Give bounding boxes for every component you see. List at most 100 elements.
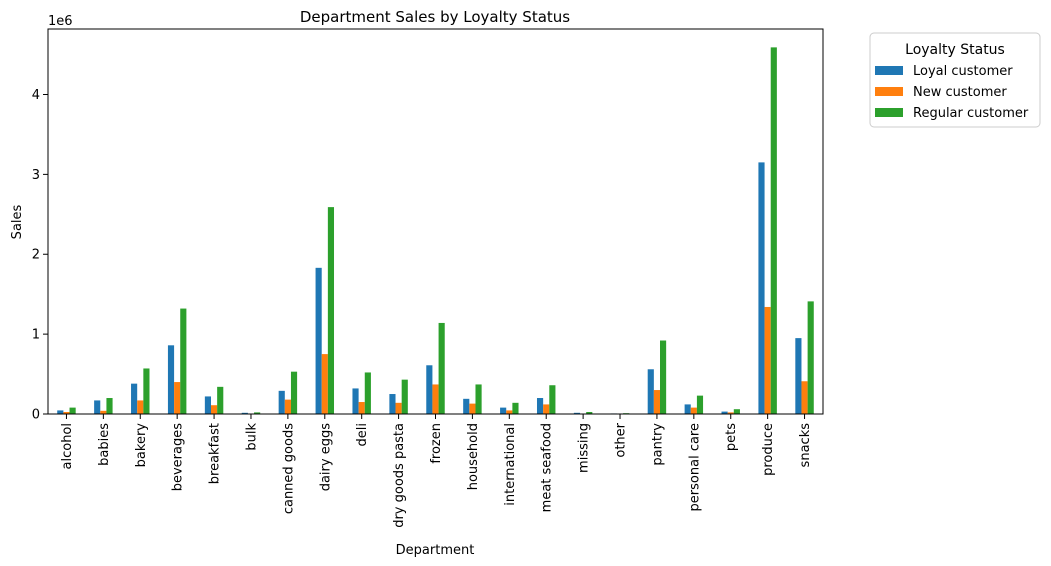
- x-tick-label: missing: [577, 423, 592, 473]
- y-tick-label: 3: [32, 168, 40, 183]
- bar: [106, 398, 113, 414]
- bar: [241, 412, 248, 414]
- bar: [764, 306, 771, 414]
- bar: [500, 407, 507, 414]
- bar: [653, 390, 660, 414]
- x-tick-label: frozen: [429, 423, 444, 464]
- x-tick-label: breakfast: [208, 423, 223, 484]
- y-tick-label: 0: [32, 408, 40, 423]
- bar: [327, 207, 335, 414]
- bar: [167, 345, 175, 414]
- x-tick-label: pets: [724, 423, 739, 451]
- bar: [647, 369, 654, 414]
- bar: [733, 409, 740, 414]
- bar: [512, 402, 519, 414]
- legend-label: New customer: [913, 85, 1007, 100]
- bar: [660, 340, 667, 414]
- bar: [57, 410, 64, 414]
- x-tick-label: beverages: [171, 423, 186, 492]
- bar: [475, 384, 482, 414]
- bar: [180, 308, 187, 414]
- x-tick-label: snacks: [798, 423, 813, 468]
- bar: [315, 267, 322, 414]
- bar: [549, 385, 556, 414]
- plot-area-frame: [47, 28, 824, 415]
- y-tick-label: 4: [32, 88, 40, 103]
- x-axis-label: Department: [396, 543, 475, 558]
- bar: [94, 400, 101, 414]
- x-tick-label: canned goods: [281, 423, 296, 514]
- x-tick-label: deli: [355, 423, 370, 446]
- x-tick-label: dairy eggs: [318, 423, 333, 492]
- x-tick-label: produce: [761, 423, 776, 476]
- bar: [696, 395, 704, 414]
- bar: [758, 162, 765, 414]
- bar: [438, 322, 445, 414]
- y-axis-offset-label: 1e6: [48, 14, 73, 29]
- bar: [290, 371, 298, 414]
- bar: [401, 379, 408, 414]
- bar: [506, 410, 513, 414]
- legend-label: Loyal customer: [913, 64, 1013, 79]
- bar: [63, 412, 70, 414]
- chart-title: Department Sales by Loyalty Status: [300, 8, 570, 26]
- bar: [807, 301, 814, 414]
- bar: [721, 411, 728, 414]
- bar: [204, 396, 211, 414]
- legend-box: [869, 32, 1041, 128]
- legend-swatch: [875, 66, 903, 75]
- bar: [174, 382, 181, 414]
- bar: [284, 399, 291, 414]
- legend-label: Regular customer: [913, 106, 1029, 121]
- bar: [536, 398, 544, 414]
- bar: [278, 390, 285, 414]
- y-tick-label: 1: [32, 328, 40, 343]
- bar: [543, 404, 550, 414]
- bar: [211, 405, 218, 414]
- bar: [364, 372, 371, 414]
- bar: [69, 407, 76, 414]
- bar: [358, 402, 365, 414]
- x-tick-label: other: [614, 422, 629, 457]
- x-tick-label: babies: [97, 423, 112, 466]
- bar: [321, 354, 328, 414]
- bar: [395, 402, 402, 414]
- bar: [137, 400, 144, 414]
- bar: [770, 47, 777, 415]
- bar: [684, 404, 691, 414]
- y-axis-label: Sales: [10, 204, 25, 239]
- bar: [469, 403, 476, 414]
- bar: [131, 383, 138, 414]
- x-tick-label: bulk: [244, 423, 259, 451]
- x-tick-label: international: [503, 423, 518, 506]
- legend-swatch: [875, 108, 903, 117]
- bar: [254, 412, 261, 414]
- bar: [795, 338, 802, 414]
- bar: [801, 381, 808, 414]
- y-axis-ticks: 0 1 2 3 4: [32, 88, 48, 423]
- bar: [727, 412, 734, 414]
- bar: [426, 365, 433, 414]
- bar: [573, 412, 581, 414]
- bar: [586, 412, 593, 414]
- x-tick-label: bakery: [134, 423, 149, 468]
- bar: [352, 388, 359, 414]
- y-tick-label: 2: [32, 248, 40, 263]
- x-tick-label: personal care: [687, 423, 702, 511]
- bar: [143, 368, 150, 414]
- bar: [389, 394, 396, 414]
- bar: [463, 398, 470, 414]
- legend-title: Loyalty Status: [905, 42, 1005, 58]
- x-tick-label: alcohol: [60, 423, 75, 469]
- x-tick-label: meat seafood: [540, 423, 555, 512]
- x-tick-label: household: [466, 423, 481, 490]
- bar: [432, 384, 439, 414]
- x-tick-label: pantry: [650, 423, 665, 466]
- bar: [690, 407, 697, 414]
- x-tick-label: dry goods pasta: [392, 423, 407, 528]
- legend: Loyalty Status Loyal customer New customer…: [869, 32, 1041, 128]
- bars-group: [57, 47, 814, 415]
- legend-swatch: [875, 87, 903, 96]
- bar: [100, 410, 107, 414]
